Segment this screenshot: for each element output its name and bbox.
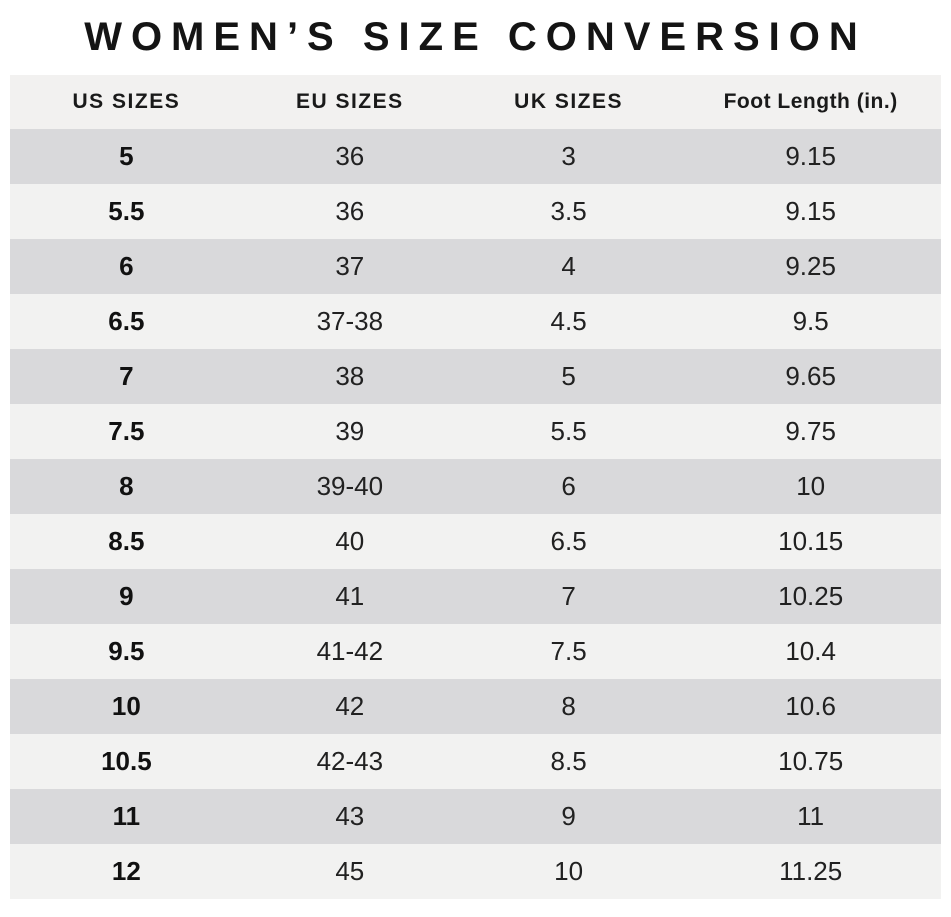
foot-length-cell: 10.6 — [785, 691, 836, 721]
table-row: 5.5 36 3.5 9.15 — [10, 184, 941, 239]
table-row: 8 39-40 6 10 — [10, 459, 941, 514]
uk-size-cell: 10 — [554, 856, 584, 886]
eu-size-cell: 36 — [335, 196, 365, 226]
foot-length-cell: 10.15 — [778, 526, 844, 556]
table-row: 7.5 39 5.5 9.75 — [10, 404, 941, 459]
uk-size-cell: 5 — [561, 361, 576, 391]
eu-size-cell: 41 — [335, 581, 365, 611]
uk-size-cell: 4.5 — [550, 306, 587, 336]
foot-length-cell: 11 — [797, 801, 825, 831]
table-row: 5 36 3 9.15 — [10, 129, 941, 184]
table-row: 6.5 37-38 4.5 9.5 — [10, 294, 941, 349]
table-body: 5 36 3 9.15 5.5 36 3.5 9.15 6 37 4 9.25 6.5 37-38 4.5 9… — [10, 129, 941, 899]
us-size-cell: 9 — [119, 581, 134, 611]
eu-size-cell: 42-43 — [316, 746, 384, 776]
foot-length-cell: 10.75 — [778, 746, 844, 776]
us-size-cell: 6 — [119, 251, 134, 281]
table-header-row: US SIZES EU SIZES UK SIZES Foot Length (… — [10, 75, 941, 129]
uk-size-cell: 3.5 — [550, 196, 587, 226]
foot-length-cell: 9.15 — [785, 196, 836, 226]
table-row: 9 41 7 10.25 — [10, 569, 941, 624]
us-size-cell: 10.5 — [101, 746, 152, 776]
us-size-cell: 11 — [112, 801, 141, 831]
size-conversion-table: US SIZES EU SIZES UK SIZES Foot Length (… — [10, 75, 941, 899]
foot-length-cell: 9.5 — [792, 306, 829, 336]
us-size-cell: 12 — [111, 856, 141, 886]
table-row: 7 38 5 9.65 — [10, 349, 941, 404]
foot-length-cell: 10.25 — [778, 581, 844, 611]
eu-size-cell: 37-38 — [316, 306, 384, 336]
uk-size-cell: 5.5 — [550, 416, 587, 446]
uk-size-cell: 3 — [561, 141, 576, 171]
eu-size-cell: 43 — [335, 801, 365, 831]
uk-size-cell: 9 — [561, 801, 576, 831]
eu-size-cell: 38 — [335, 361, 365, 391]
column-header-eu-sizes: EU SIZES — [242, 75, 457, 129]
uk-size-cell: 8 — [561, 691, 576, 721]
us-size-cell: 7 — [119, 361, 134, 391]
foot-length-cell: 9.25 — [785, 251, 836, 281]
foot-length-cell: 9.75 — [785, 416, 836, 446]
us-size-cell: 8.5 — [108, 526, 145, 556]
eu-size-cell: 42 — [335, 691, 365, 721]
foot-length-cell: 9.15 — [785, 141, 836, 171]
uk-size-cell: 8.5 — [550, 746, 587, 776]
foot-length-cell: 9.65 — [785, 361, 836, 391]
table-row: 12 45 10 11.25 — [10, 844, 941, 899]
eu-size-cell: 40 — [335, 526, 365, 556]
eu-size-cell: 39 — [335, 416, 365, 446]
foot-length-cell: 10 — [796, 471, 826, 501]
column-header-uk-sizes: UK SIZES — [456, 75, 681, 129]
us-size-cell: 8 — [119, 471, 134, 501]
table-row: 9.5 41-42 7.5 10.4 — [10, 624, 941, 679]
uk-size-cell: 6.5 — [550, 526, 587, 556]
uk-size-cell: 6 — [561, 471, 576, 501]
table-row: 11 43 9 11 — [10, 789, 941, 844]
uk-size-cell: 4 — [561, 251, 576, 281]
foot-length-cell: 10.4 — [785, 636, 836, 666]
table-row: 10 42 8 10.6 — [10, 679, 941, 734]
uk-size-cell: 7 — [561, 581, 576, 611]
eu-size-cell: 39-40 — [316, 471, 384, 501]
table-row: 6 37 4 9.25 — [10, 239, 941, 294]
us-size-cell: 7.5 — [108, 416, 145, 446]
eu-size-cell: 37 — [335, 251, 365, 281]
table-row: 8.5 40 6.5 10.15 — [10, 514, 941, 569]
foot-length-cell: 11.25 — [779, 856, 843, 886]
eu-size-cell: 41-42 — [316, 636, 384, 666]
eu-size-cell: 36 — [335, 141, 365, 171]
page-title: WOMEN’S SIZE CONVERSION — [84, 15, 867, 59]
column-header-us-sizes: US SIZES — [10, 75, 243, 129]
table-row: 10.5 42-43 8.5 10.75 — [10, 734, 941, 789]
column-header-foot-length: Foot Length (in.) — [680, 75, 941, 129]
us-size-cell: 9.5 — [108, 636, 145, 666]
us-size-cell: 5.5 — [108, 196, 145, 226]
us-size-cell: 10 — [111, 691, 141, 721]
us-size-cell: 5 — [119, 141, 134, 171]
us-size-cell: 6.5 — [108, 306, 145, 336]
uk-size-cell: 7.5 — [550, 636, 587, 666]
eu-size-cell: 45 — [335, 856, 365, 886]
